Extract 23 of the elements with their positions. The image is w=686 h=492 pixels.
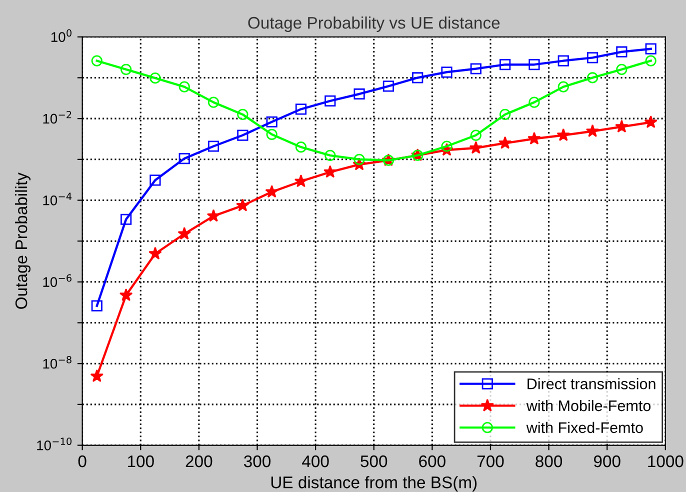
y-tick-label: 10$^{0}$ <box>51 29 72 42</box>
y-tick-label: 10$^{−2}$ <box>43 110 72 124</box>
y-tick-label: 10$^{−6}$ <box>43 274 72 287</box>
x-tick-label: 900 <box>594 455 620 468</box>
y-axis-title: Outage Probability <box>14 172 31 309</box>
chart-title: Outage Probability vs UE distance <box>248 16 500 32</box>
x-tick-label: 700 <box>477 455 504 468</box>
x-axis-title: UE distance from the BS(m) <box>271 476 477 492</box>
y-tick-label: 10$^{−4}$ <box>43 192 72 206</box>
x-tick-label: 600 <box>419 455 446 468</box>
x-tick-label: 200 <box>186 455 212 468</box>
x-tick-label: 500 <box>360 455 388 468</box>
x-tick-label: 100 <box>128 455 154 468</box>
x-tick-label: 300 <box>244 455 271 468</box>
legend-label: with Fixed-Femto <box>526 422 643 434</box>
y-tick-label: 10$^{−10}$ <box>37 438 72 450</box>
x-tick-label: 1000 <box>648 455 684 468</box>
y-tick-label: 10$^{−8}$ <box>43 356 72 369</box>
x-tick-label: 800 <box>536 455 562 468</box>
x-tick-label: 0 <box>78 455 86 468</box>
legend-label: with Mobile-Femto <box>526 400 651 412</box>
x-tick-label: 400 <box>302 455 329 468</box>
legend-label: Direct transmission <box>528 378 656 390</box>
